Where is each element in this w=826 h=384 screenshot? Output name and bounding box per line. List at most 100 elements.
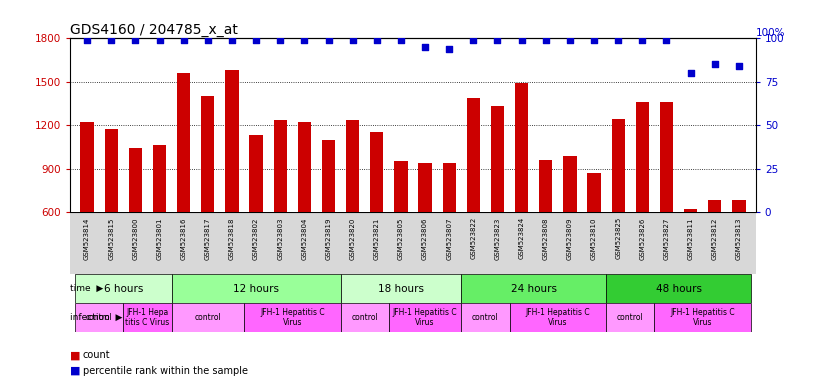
Bar (370, 132, 383, 299)
Bar (510, 303, 606, 332)
Bar (733, 200, 746, 299)
Bar (297, 122, 311, 299)
Bar (249, 136, 263, 299)
Text: 24 hours: 24 hours (510, 284, 557, 294)
Point (467, 37, 480, 43)
Point (202, 37, 215, 43)
Point (660, 37, 673, 43)
Text: GSM523800: GSM523800 (132, 217, 139, 260)
Bar (515, 83, 529, 299)
Bar (80, 122, 93, 299)
Text: GSM523825: GSM523825 (615, 217, 621, 259)
Point (225, 37, 239, 43)
Text: GSM523804: GSM523804 (301, 217, 307, 260)
Text: GSM523801: GSM523801 (157, 217, 163, 260)
Bar (153, 145, 166, 299)
Text: control: control (351, 313, 378, 322)
Point (708, 61, 721, 68)
Bar (606, 303, 654, 332)
Text: time  ▶: time ▶ (70, 284, 104, 293)
Text: percentile rank within the sample: percentile rank within the sample (83, 366, 248, 376)
Text: GSM523809: GSM523809 (567, 217, 573, 260)
Bar (491, 106, 504, 299)
Text: control: control (194, 313, 221, 322)
Bar (419, 163, 432, 299)
Text: GSM523826: GSM523826 (639, 217, 645, 260)
Point (587, 37, 601, 43)
Point (394, 37, 407, 43)
Text: GSM523811: GSM523811 (687, 217, 694, 260)
Text: control: control (472, 313, 499, 322)
Text: ■: ■ (70, 350, 81, 360)
Point (515, 37, 529, 43)
Text: GSM523818: GSM523818 (229, 217, 235, 260)
Bar (654, 303, 751, 332)
Text: control: control (86, 313, 112, 322)
Point (733, 63, 746, 69)
Bar (467, 98, 480, 299)
Point (443, 46, 456, 52)
Text: GSM523815: GSM523815 (108, 217, 114, 260)
Point (491, 37, 504, 43)
Point (636, 37, 649, 43)
Text: GSM523822: GSM523822 (470, 217, 477, 259)
Bar (461, 303, 510, 332)
Bar (346, 120, 359, 299)
Text: GSM523816: GSM523816 (181, 217, 187, 260)
Text: GSM523812: GSM523812 (712, 217, 718, 260)
Bar (636, 102, 649, 299)
Bar (587, 173, 601, 299)
Bar (172, 303, 244, 332)
Bar (105, 129, 118, 299)
Text: 12 hours: 12 hours (233, 284, 279, 294)
Point (129, 37, 142, 43)
Point (105, 37, 118, 43)
Bar (684, 209, 697, 299)
Bar (202, 96, 215, 299)
Bar (75, 303, 123, 332)
Bar (394, 161, 407, 299)
Point (370, 37, 383, 43)
Bar (123, 303, 172, 332)
Point (249, 37, 263, 43)
Point (539, 37, 553, 43)
Text: GSM523824: GSM523824 (519, 217, 525, 259)
Point (563, 37, 577, 43)
Text: 100%: 100% (756, 28, 786, 38)
Text: infection  ▶: infection ▶ (70, 313, 123, 322)
Point (297, 37, 311, 43)
Text: GSM523807: GSM523807 (446, 217, 452, 260)
Point (177, 37, 190, 43)
Text: 18 hours: 18 hours (378, 284, 424, 294)
Bar (75, 274, 172, 303)
Text: count: count (83, 350, 110, 360)
Text: JFH-1 Hepatitis C
Virus: JFH-1 Hepatitis C Virus (260, 308, 325, 328)
Point (273, 37, 287, 43)
Text: GSM523827: GSM523827 (663, 217, 669, 260)
Bar (273, 120, 287, 299)
Text: 48 hours: 48 hours (656, 284, 701, 294)
Point (322, 37, 335, 43)
Bar (340, 274, 461, 303)
Bar (611, 119, 624, 299)
Point (684, 70, 697, 76)
Text: JFH-1 Hepatitis C
Virus: JFH-1 Hepatitis C Virus (392, 308, 458, 328)
Text: GSM523806: GSM523806 (422, 217, 428, 260)
Text: GSM523817: GSM523817 (205, 217, 211, 260)
Text: ■: ■ (70, 366, 81, 376)
Text: JFH-1 Hepatitis C
Virus: JFH-1 Hepatitis C Virus (671, 308, 735, 328)
Text: GSM523808: GSM523808 (543, 217, 548, 260)
Bar (443, 163, 456, 299)
Text: GSM523802: GSM523802 (253, 217, 259, 260)
Text: JFH-1 Hepa
titis C Virus: JFH-1 Hepa titis C Virus (126, 308, 169, 328)
Bar (322, 140, 335, 299)
Point (611, 37, 624, 43)
Bar (129, 148, 142, 299)
Text: GSM523820: GSM523820 (349, 217, 356, 260)
Bar (177, 73, 190, 299)
Text: 6 hours: 6 hours (103, 284, 143, 294)
Bar (244, 303, 340, 332)
Text: GSM523821: GSM523821 (374, 217, 380, 260)
Bar (563, 156, 577, 299)
Bar (461, 274, 606, 303)
